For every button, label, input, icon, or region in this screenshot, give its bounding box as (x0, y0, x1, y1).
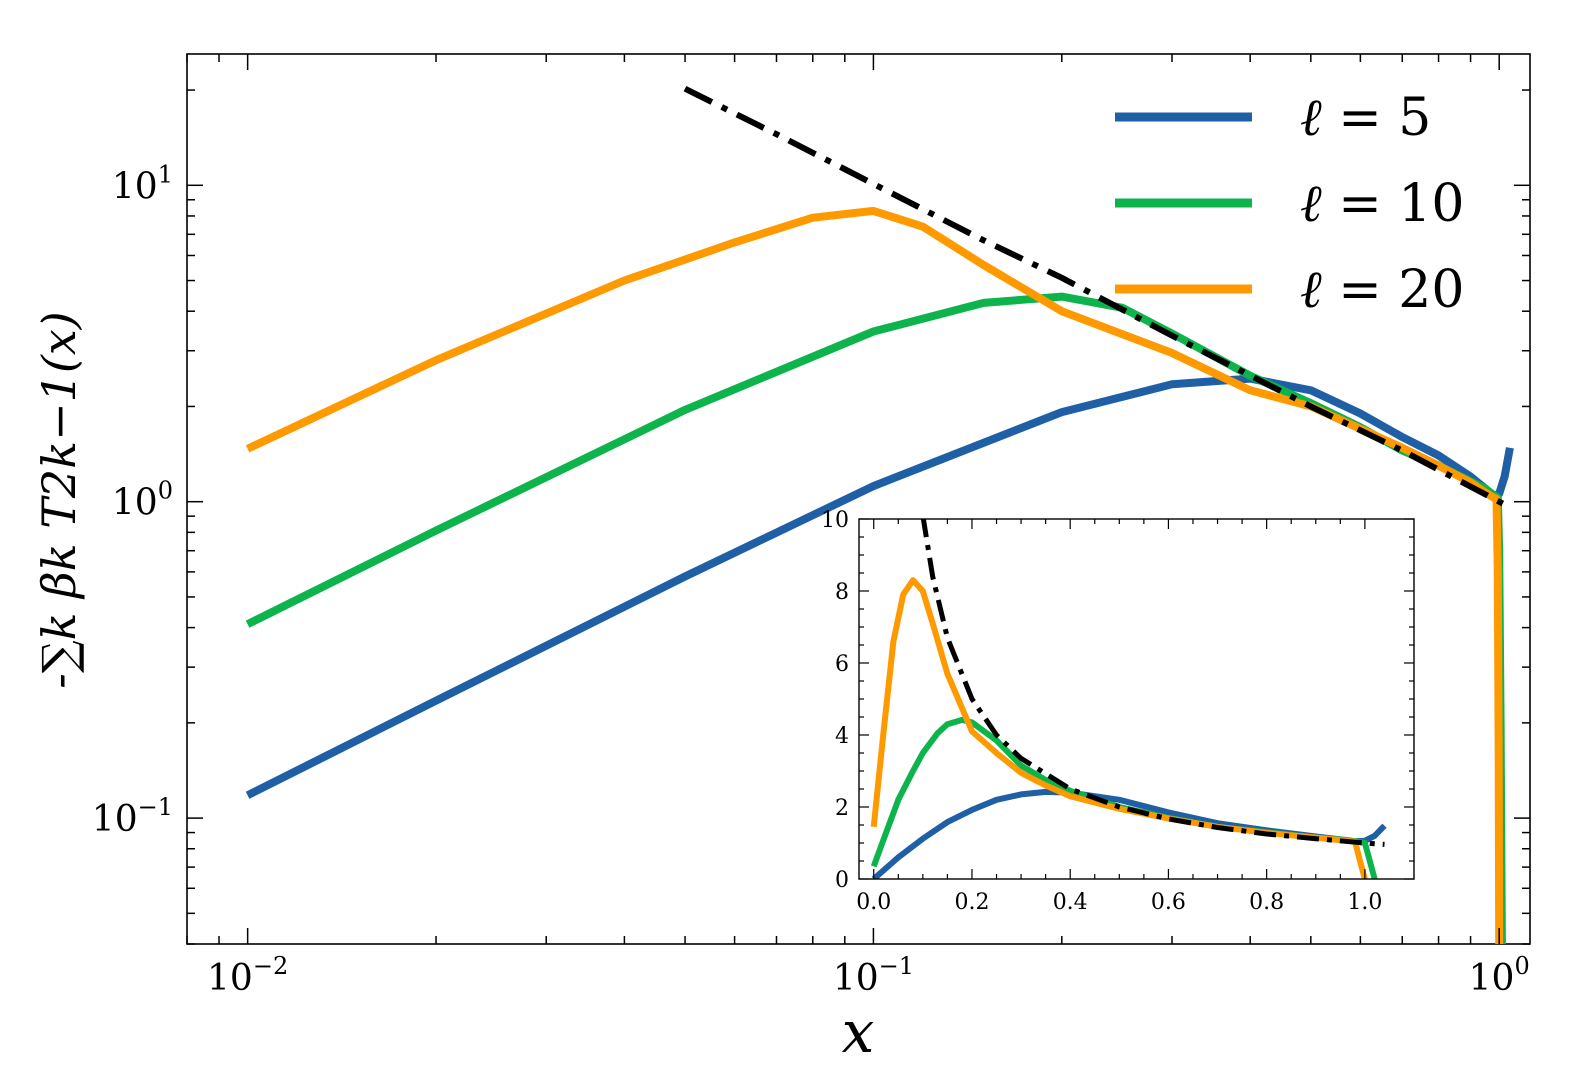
x-tick-label: 100 (1469, 952, 1530, 999)
legend-label-1: ℓ = 5 (1300, 88, 1431, 148)
inset-x-tick-label: 1.0 (1347, 890, 1382, 915)
inset-y-tick-label: 6 (835, 652, 849, 677)
inset-x-tick-label: 0.2 (954, 890, 989, 915)
inset-ticks: 0.0 0.2 0.4 0.6 0.8 1.0 0 2 4 6 8 10 (821, 508, 1414, 915)
inset-x-tick-label: 0.0 (856, 890, 891, 915)
main-series-line-asym (683, 86, 1512, 510)
legend-label-2: ℓ = 10 (1300, 174, 1464, 234)
inset-series (870, 519, 1387, 879)
inset-y-tick-label: 2 (835, 796, 849, 821)
inset-plot: 0.0 0.2 0.4 0.6 0.8 1.0 0 2 4 6 8 10 (821, 508, 1415, 915)
inset-y-tick-label: 8 (835, 580, 849, 605)
main-series-line-l20 (245, 206, 1504, 944)
y-tick-label: 10−1 (92, 793, 173, 840)
x-tick-label: 10−1 (833, 952, 914, 999)
y-tick-label: 100 (112, 477, 173, 524)
inset-y-tick-label: 0 (835, 868, 849, 893)
inset-y-tick-label: 4 (835, 724, 849, 749)
inset-x-tick-label: 0.8 (1249, 890, 1284, 915)
legend: ℓ = 5 ℓ = 10 ℓ = 20 (1115, 88, 1464, 320)
y-tick-label: 101 (112, 160, 173, 207)
inset-x-tick-label: 0.6 (1151, 890, 1186, 915)
inset-y-tick-label: 10 (821, 508, 849, 533)
legend-label-3: ℓ = 20 (1300, 260, 1464, 320)
x-axis-label: x (842, 998, 875, 1066)
main-series (245, 86, 1514, 944)
y-axis-label: -∑k βk T2k−1(x) (32, 311, 86, 688)
main-plot-frame (186, 53, 1531, 945)
x-tick-label: 10−2 (207, 952, 288, 999)
inset-x-tick-label: 0.4 (1053, 890, 1088, 915)
inset-series-line-asym (920, 519, 1385, 847)
